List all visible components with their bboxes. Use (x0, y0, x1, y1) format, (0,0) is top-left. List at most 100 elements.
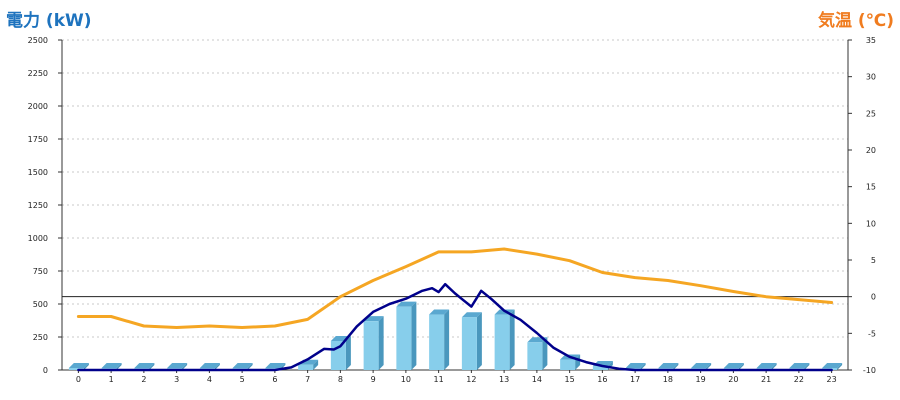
bar-side (738, 363, 744, 370)
x-tick-label: 8 (338, 375, 343, 384)
bar (330, 335, 351, 370)
bar-top (134, 363, 155, 369)
bar-side (837, 363, 843, 370)
x-tick-label: 22 (794, 375, 804, 384)
right-axis-title: 気温 (℃) (817, 11, 894, 31)
bar-side (673, 363, 679, 370)
right-tick-label: 15 (866, 183, 876, 192)
bar-top (789, 363, 810, 369)
right-tick-label: 20 (866, 146, 876, 155)
x-tick-label: 10 (401, 375, 411, 384)
x-tick-label: 12 (466, 375, 476, 384)
bar (461, 312, 482, 370)
left-tick-label: 750 (33, 267, 48, 276)
bar-side (149, 363, 155, 370)
right-tick-label: 5 (871, 256, 876, 265)
left-tick-label: 1000 (28, 234, 48, 243)
bar-top (461, 312, 482, 318)
bar-side (509, 309, 515, 370)
x-tick-label: 14 (532, 375, 542, 384)
bar-side (182, 363, 188, 370)
right-tick-label: 10 (866, 219, 876, 228)
bar-side (378, 316, 384, 370)
bar-side (345, 335, 351, 370)
x-tick-label: 1 (109, 375, 114, 384)
bar-side (706, 363, 712, 370)
x-tick-label: 6 (272, 375, 277, 384)
left-tick-label: 1250 (28, 201, 48, 210)
bar-side (247, 363, 253, 370)
x-tick-label: 16 (597, 375, 607, 384)
x-tick-label: 20 (728, 375, 738, 384)
x-tick-label: 9 (371, 375, 376, 384)
left-tick-label: 250 (33, 333, 48, 342)
bar (363, 316, 384, 370)
right-tick-label: 25 (866, 109, 876, 118)
x-tick-label: 2 (141, 375, 146, 384)
x-tick-label: 4 (207, 375, 212, 384)
bar-front (363, 321, 379, 370)
bar-top (265, 363, 286, 369)
bar (396, 301, 417, 370)
right-tick-label: 30 (866, 73, 876, 82)
temperature-line (76, 247, 834, 329)
bar-top (756, 363, 777, 369)
bar-side (444, 309, 450, 370)
bar-front (461, 317, 477, 370)
left-tick-label: 2500 (28, 36, 48, 45)
bar-front (527, 342, 543, 370)
bar-top (101, 363, 122, 369)
bar-top (723, 363, 744, 369)
bar-top (625, 363, 646, 369)
bar-front (429, 314, 445, 370)
x-tick-label: 21 (761, 375, 771, 384)
left-tick-label: 2250 (28, 69, 48, 78)
bar-side (542, 337, 548, 370)
left-tick-label: 1750 (28, 135, 48, 144)
right-tick-label: 35 (866, 36, 876, 45)
bar-side (804, 363, 810, 370)
bar (68, 363, 89, 370)
bar-top (68, 363, 89, 369)
bar-side (116, 363, 122, 370)
x-tick-label: 13 (499, 375, 509, 384)
x-tick-label: 19 (696, 375, 706, 384)
bar-side (411, 301, 417, 370)
left-tick-label: 1500 (28, 168, 48, 177)
bar-top (232, 363, 253, 369)
left-axis-title: 電力 (kW) (6, 11, 92, 31)
right-tick-label: -5 (868, 329, 876, 338)
bar (494, 309, 515, 370)
right-tick-label: 0 (871, 293, 876, 302)
x-tick-label: 5 (240, 375, 245, 384)
bar (429, 309, 450, 370)
bar-side (214, 363, 220, 370)
bar-front (330, 340, 346, 370)
bar-top (199, 363, 220, 369)
power-line (77, 282, 833, 372)
bar-top (396, 301, 417, 307)
bar-side (640, 363, 646, 370)
x-tick-label: 7 (305, 375, 310, 384)
bar-front (68, 368, 84, 370)
left-tick-label: 2000 (28, 102, 48, 111)
left-tick-label: 500 (33, 300, 48, 309)
bar-front (396, 306, 412, 370)
x-tick-label: 11 (434, 375, 444, 384)
bar (527, 337, 548, 370)
bar-front (560, 359, 576, 370)
bar-top (822, 363, 843, 369)
x-tick-label: 3 (174, 375, 179, 384)
bar-side (476, 312, 482, 370)
bar-top (658, 363, 679, 369)
bar-top (691, 363, 712, 369)
x-tick-label: 0 (76, 375, 81, 384)
right-tick-label: -10 (863, 366, 876, 375)
x-tick-label: 17 (630, 375, 640, 384)
bar-front (298, 364, 314, 370)
bar-front (494, 314, 510, 370)
x-tick-label: 15 (565, 375, 575, 384)
bar-front (592, 366, 608, 370)
